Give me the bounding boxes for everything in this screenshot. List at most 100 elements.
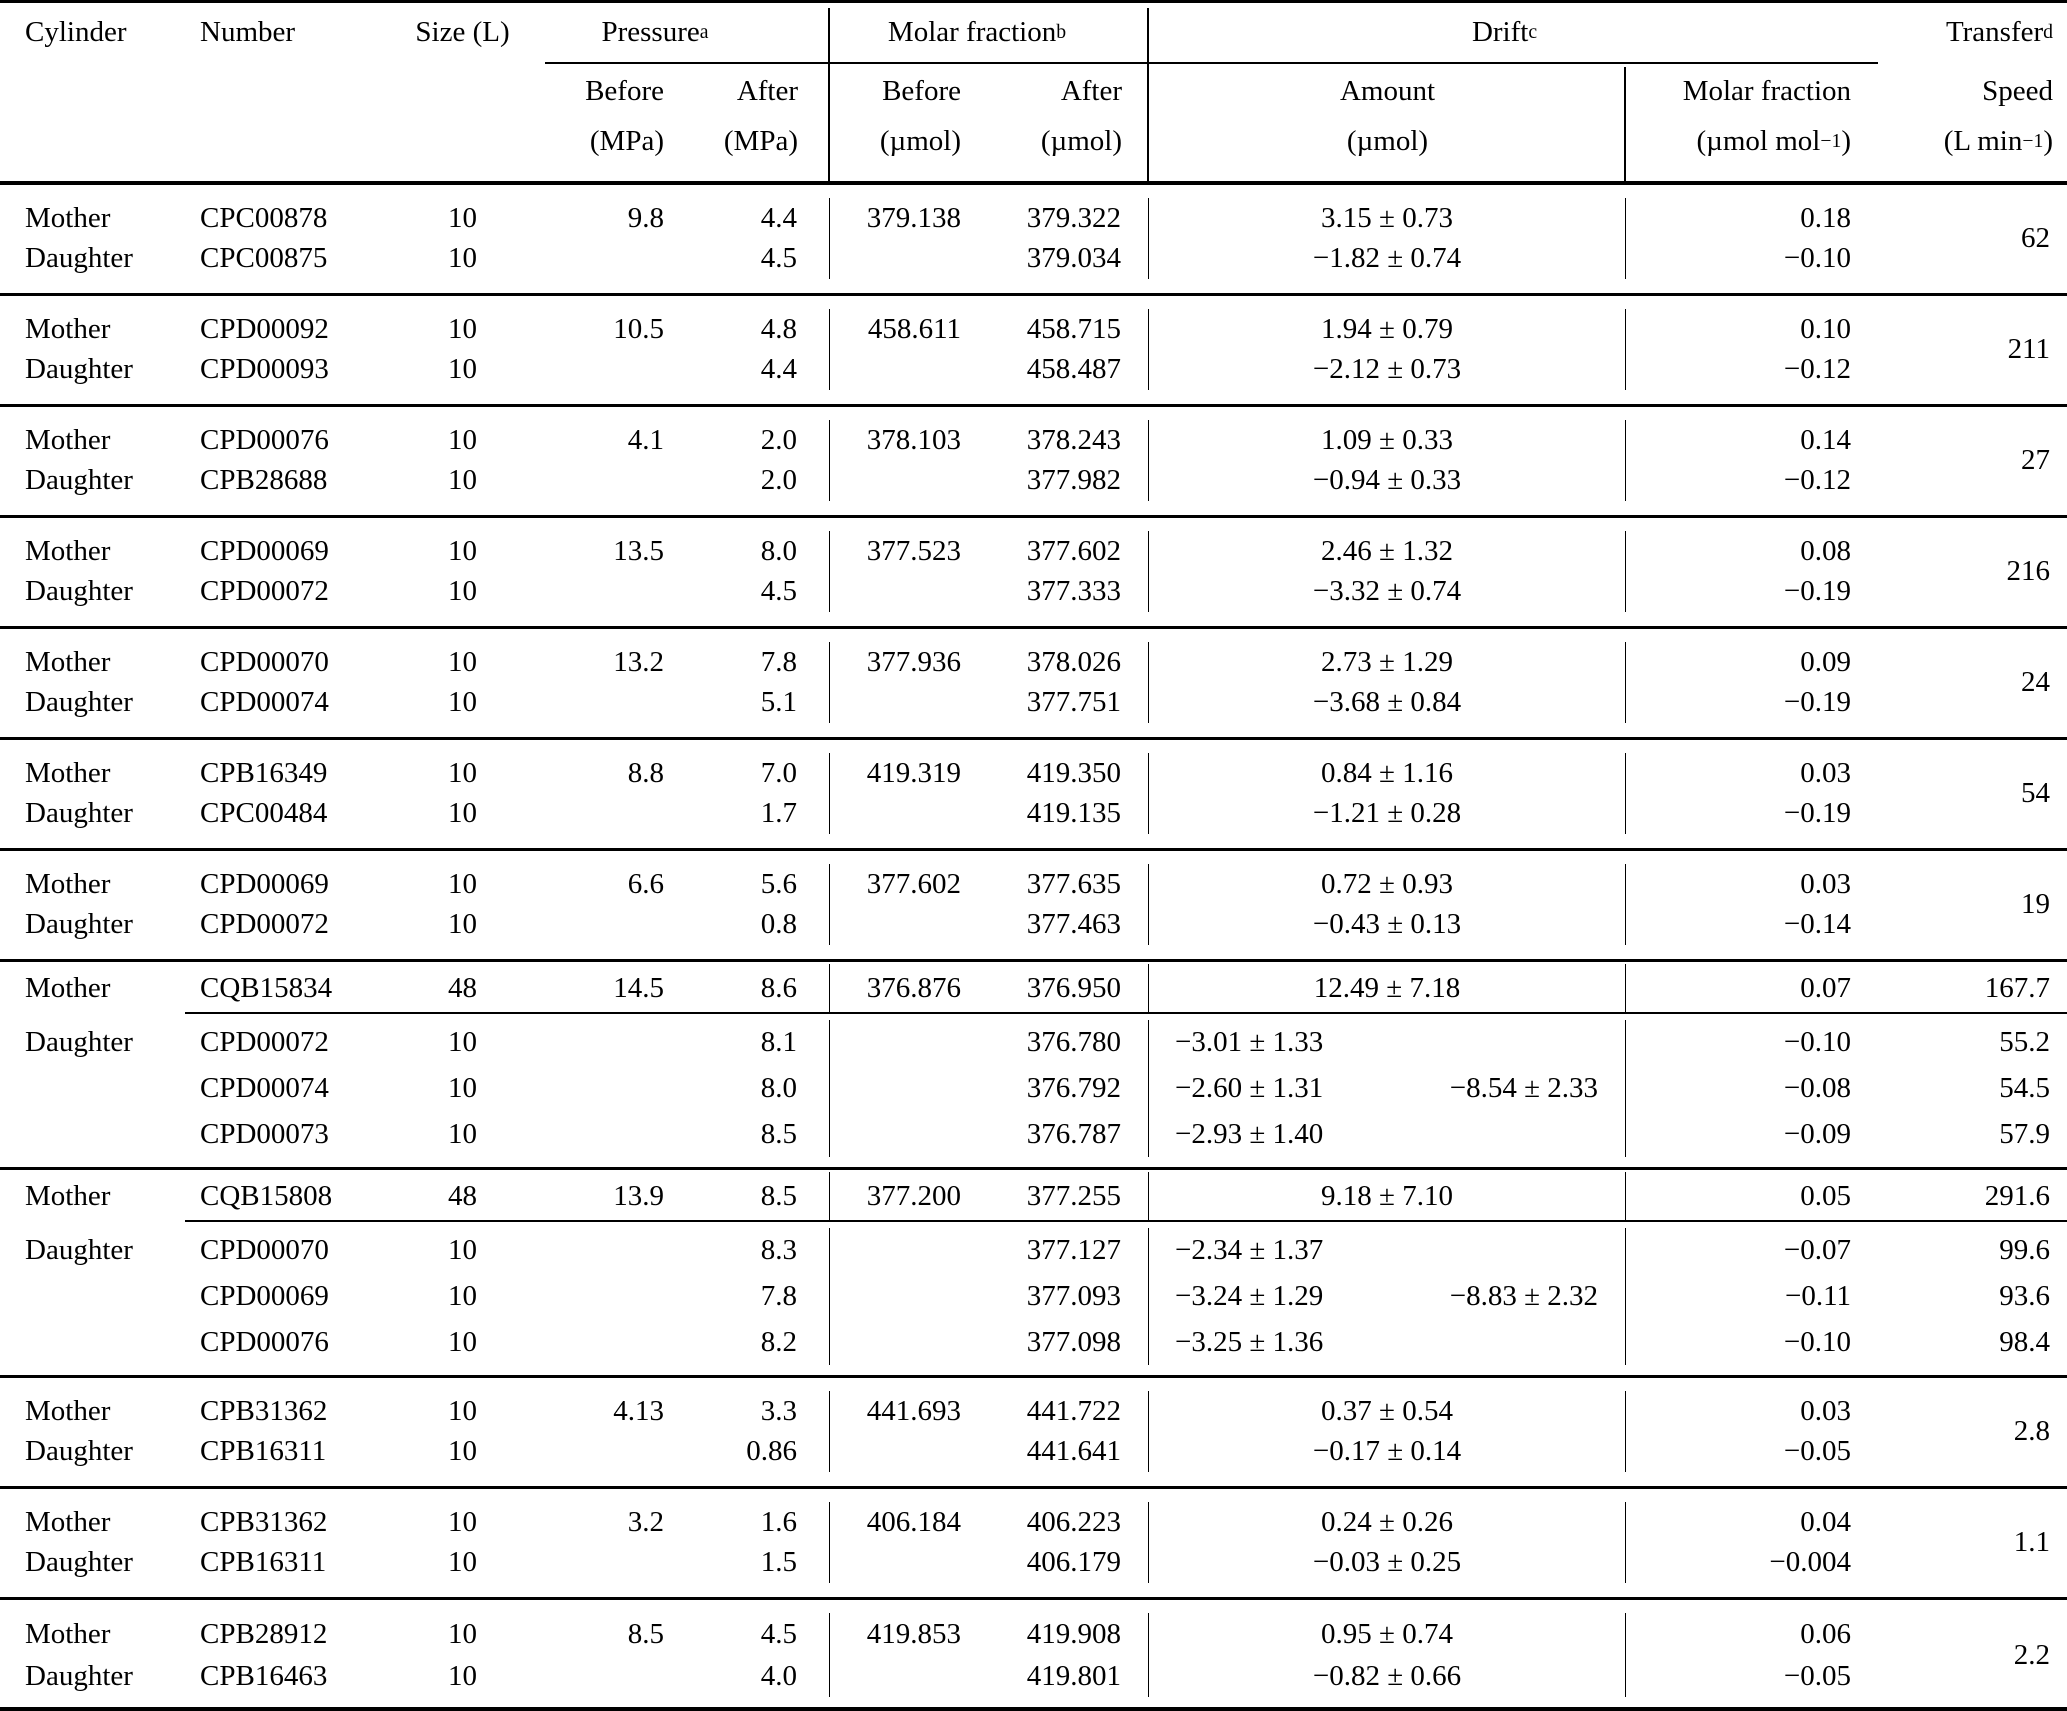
cell-mf_before: 378.103 <box>866 423 961 456</box>
drift-amount-individual: −3.24 ± 1.29 <box>1175 1279 1324 1312</box>
cell-mf_before: 377.602 <box>866 867 961 900</box>
cell-mf_before <box>830 683 965 724</box>
cell-transfer-speed: 167.7 <box>1984 971 2050 1004</box>
mother-daughters-group: Mother CQB15808 48 13.9 8.5 377.200 377.255 9.1… <box>0 1170 2067 1378</box>
cell-p_before: 8.8 <box>627 756 664 789</box>
cell-p_after: 7.8 <box>668 642 830 683</box>
cell-mf_after: 377.333 <box>965 571 1149 612</box>
cell-number: CPD00093 <box>200 353 329 386</box>
cell-p_after: 7.0 <box>668 753 830 794</box>
cell-p_after: 1.5 <box>668 1542 830 1583</box>
cell-role: Mother <box>25 1394 111 1427</box>
cell-role: Mother <box>25 1617 111 1650</box>
cell-drift_mf: 0.18 <box>1800 201 1851 234</box>
cell-drift_mf: −0.09 <box>1783 1117 1851 1150</box>
cell-p_after: 7.8 <box>668 1273 830 1320</box>
header-divider-bar <box>1624 67 1626 181</box>
cell-drift_mf: 0.03 <box>1800 1394 1851 1427</box>
cell-drift_mf: −0.07 <box>1783 1234 1851 1267</box>
cell-amount: −0.17 ± 0.14 <box>1149 1431 1626 1472</box>
cell-p_after: 8.5 <box>668 1111 830 1157</box>
cylinder-pair-group: Mother CPD00069 10 13.5 8.0 377.523 377.602 2.4… <box>0 518 2067 629</box>
mother-daughters-group: Mother CQB15834 48 14.5 8.6 376.876 376.950 12.… <box>0 962 2067 1170</box>
cell-role: Daughter <box>25 575 133 608</box>
cell-number: CPD00070 <box>200 645 329 678</box>
cell-amount: 1.09 ± 0.33 <box>1149 420 1626 461</box>
cell-p_after: 4.5 <box>668 238 830 279</box>
cell-mf_after: 419.350 <box>965 753 1149 794</box>
cell-amount: 0.37 ± 0.54 <box>1149 1391 1626 1432</box>
cell-p_after: 3.3 <box>668 1391 830 1432</box>
cell-transfer-speed: 216 <box>2006 555 2051 587</box>
cell-amount: 2.73 ± 1.29 <box>1149 642 1626 683</box>
cell-role <box>0 1274 185 1320</box>
cell-size: 10 <box>448 534 477 567</box>
daughter-rows: Daughter CPD00072 10 8.1 376.780 −3.01 ± 1.33… <box>0 1014 2067 1167</box>
cell-number: CPD00070 <box>200 1234 329 1267</box>
cell-drift_mf: −0.08 <box>1783 1071 1851 1104</box>
cell-role: Daughter <box>25 908 133 941</box>
cell-mf_before <box>830 1228 965 1274</box>
cylinder-pair-group: Mother CPB31362 10 3.2 1.6 406.184 406.223 0.24… <box>0 1489 2067 1600</box>
cell-number: CPC00484 <box>200 797 328 830</box>
header-group-row: Cylinder Number Size (L) Pressure a Molar… <box>0 3 2067 61</box>
cell-size: 10 <box>448 645 477 678</box>
cell-p_before <box>510 461 668 502</box>
cell-size: 10 <box>448 1394 477 1427</box>
cell-transfer-speed: 57.9 <box>1999 1117 2050 1150</box>
cell-amount: 0.84 ± 1.16 <box>1149 753 1626 794</box>
cell-p_after: 8.2 <box>668 1319 830 1365</box>
cell-number: CPB31362 <box>200 1505 328 1538</box>
cell-mf_after: 377.635 <box>965 864 1149 905</box>
cell-amount: −2.34 ± 1.37 <box>1149 1228 1626 1274</box>
cell-mf_after: 376.787 <box>965 1111 1149 1157</box>
cell-mf_before <box>830 1111 965 1157</box>
cell-amount: −3.32 ± 0.74 <box>1149 571 1626 612</box>
cell-amount: −0.82 ± 0.66 <box>1149 1655 1626 1697</box>
cell-drift_mf: −0.004 <box>1769 1546 1851 1579</box>
cell-drift_mf: −0.10 <box>1783 242 1851 275</box>
cell-role: Mother <box>25 756 111 789</box>
cell-size: 10 <box>448 1505 477 1538</box>
cell-p_after: 0.8 <box>668 904 830 945</box>
cell-p_after: 1.6 <box>668 1502 830 1543</box>
cell-mf_before: 419.853 <box>866 1617 961 1650</box>
cell-size: 10 <box>448 1546 477 1579</box>
cell-p_before <box>510 350 668 391</box>
cell-mf_before: 377.200 <box>866 1179 961 1212</box>
drift-amount-individual: −2.93 ± 1.40 <box>1175 1117 1324 1150</box>
cell-role: Daughter <box>25 464 133 497</box>
cell-size: 48 <box>448 971 477 1004</box>
cell-p_after: 0.86 <box>668 1431 830 1472</box>
cell-drift_mf: −0.05 <box>1783 1659 1851 1692</box>
cell-mf_after: 406.223 <box>965 1502 1149 1543</box>
cell-size: 10 <box>448 1026 477 1059</box>
cell-number: CPD00069 <box>200 534 329 567</box>
col-header-number: Number <box>200 15 296 48</box>
cell-p_after: 8.0 <box>668 1065 830 1112</box>
cell-p_before: 4.1 <box>627 423 664 456</box>
daughter-rows: Daughter CPD00070 10 8.3 377.127 −2.34 ± 1.37… <box>0 1222 2067 1375</box>
cell-role: Daughter <box>25 353 133 386</box>
cell-amount: −2.12 ± 0.73 <box>1149 349 1626 390</box>
cell-mf_after: 378.243 <box>965 420 1149 461</box>
cylinder-pair-group: Mother CPD00070 10 13.2 7.8 377.936 378.026 2.7… <box>0 629 2067 740</box>
cell-mf_after: 377.751 <box>965 682 1149 723</box>
cylinder-pair-group: Mother CPD00076 10 4.1 2.0 378.103 378.243 1.09… <box>0 407 2067 518</box>
cell-mf_after: 377.093 <box>965 1273 1149 1320</box>
cell-p_before <box>510 1432 668 1473</box>
cell-mf_before <box>830 350 965 391</box>
cell-number: CPB16463 <box>200 1659 328 1692</box>
cell-number: CPD00072 <box>200 908 329 941</box>
header-divider-bar <box>1147 8 1149 181</box>
cell-transfer-speed: 93.6 <box>1999 1279 2050 1312</box>
cell-mf_after: 377.255 <box>965 1172 1149 1220</box>
cell-drift_mf: −0.11 <box>1784 1279 1851 1312</box>
cell-p_before <box>510 905 668 946</box>
cell-size: 10 <box>448 1117 477 1150</box>
col-header-cylinder: Cylinder <box>25 15 127 48</box>
cell-size: 10 <box>448 423 477 456</box>
cell-amount: 3.15 ± 0.73 <box>1149 198 1626 239</box>
col-header-transfer: Transfer d <box>1945 15 2053 48</box>
